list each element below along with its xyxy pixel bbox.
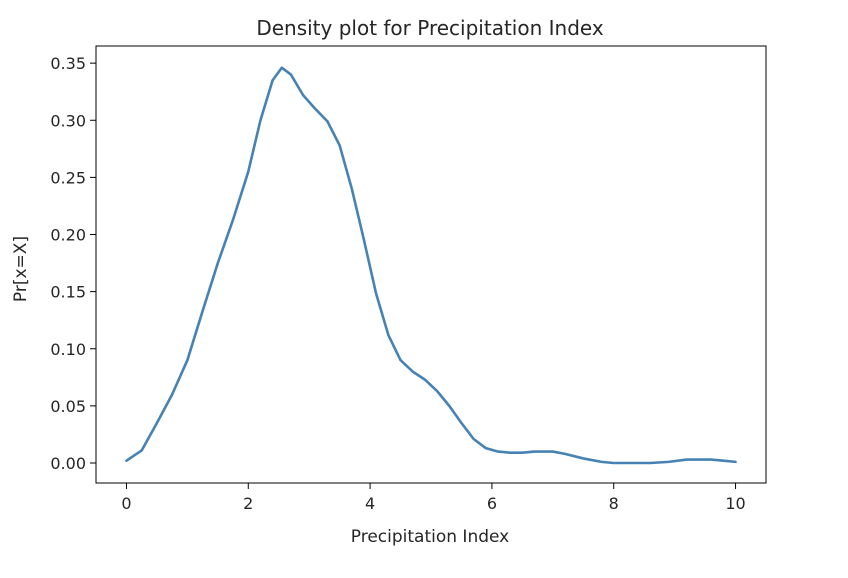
y-axis-title: Pr[x=X] (11, 236, 31, 302)
y-tick-label: 0.30 (50, 111, 86, 130)
x-tick-label: 0 (121, 494, 131, 513)
y-tick-label: 0.25 (50, 168, 86, 187)
x-tick-label: 8 (609, 494, 619, 513)
x-tick-label: 4 (365, 494, 375, 513)
y-tick-label: 0.35 (50, 54, 86, 73)
y-tick-label: 0.15 (50, 283, 86, 302)
y-tick-label: 0.10 (50, 340, 86, 359)
y-tick-label: 0.00 (50, 454, 86, 473)
y-tick-label: 0.05 (50, 397, 86, 416)
chart-title: Density plot for Precipitation Index (256, 16, 604, 40)
density-line-0 (125, 66, 737, 465)
x-axis-title: Precipitation Index (351, 527, 509, 547)
plot-area: 0 2 4 6 8 10 0.00 0.05 0.10 0.15 0.20 0.25 0.30 0.35 (50, 45, 767, 513)
x-tick-label: 6 (487, 494, 497, 513)
x-tick-label: 2 (243, 494, 253, 513)
y-tick-label: 0.20 (50, 226, 86, 245)
x-tick-label: 10 (725, 494, 745, 513)
plot-frame (95, 45, 767, 484)
